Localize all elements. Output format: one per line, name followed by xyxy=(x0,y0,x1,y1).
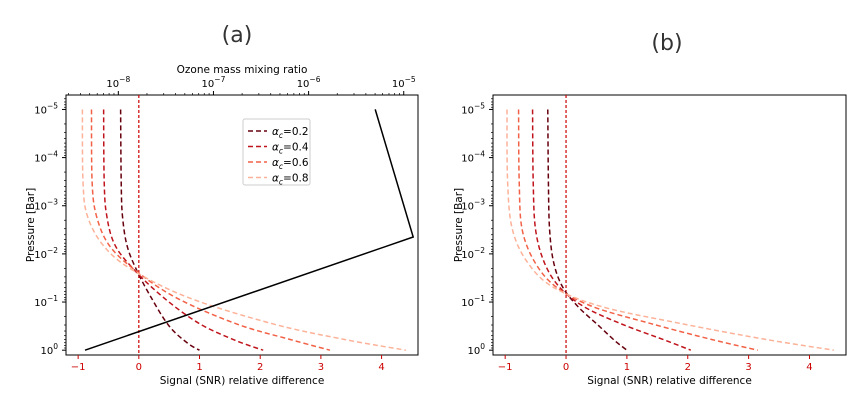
series-line-4 xyxy=(506,109,834,351)
series-line-4 xyxy=(81,109,407,351)
series-line-3 xyxy=(517,109,758,351)
legend: αc=0.2 αc=0.4αc=0.6 αc=0.8 xyxy=(242,118,311,187)
y-tick-label: 10−3 xyxy=(461,198,485,213)
x-tick-label: 0 xyxy=(563,362,569,373)
chart-panel-a: (a) −1 0 1 2 3 4 100 10−1 10−2 10−3 10−4 10−5 Signal … xyxy=(25,23,419,387)
y-tick-label: 10−4 xyxy=(461,150,485,165)
x-tick-label: 4 xyxy=(378,362,384,373)
legend-entry-label: αc=0.4 xyxy=(272,142,309,156)
legend-box xyxy=(242,118,311,186)
y-tick-label: 10−4 xyxy=(34,150,58,165)
series-line-2 xyxy=(102,109,264,351)
x-tick-label: 4 xyxy=(806,362,812,373)
legend-entry-label: αc=0.6 xyxy=(272,157,309,171)
series-line-1 xyxy=(547,109,628,351)
x-tick-label: 2 xyxy=(257,362,263,373)
y-tick-label: 10−1 xyxy=(34,294,58,309)
y-tick-label: 100 xyxy=(467,342,485,357)
plot-frame xyxy=(492,94,847,356)
x-tick-label: 1 xyxy=(624,362,630,373)
x-tick-label: 0 xyxy=(136,362,142,373)
series-line-1 xyxy=(119,109,200,351)
x-tick-label: −1 xyxy=(498,362,513,373)
x-tick-label: 3 xyxy=(318,362,324,373)
top-x-tick-label: 10−8 xyxy=(106,75,130,90)
series-line-3 xyxy=(90,109,331,351)
y-axis-label: Pressure [Bar] xyxy=(453,188,465,262)
x-axis-label: Signal (SNR) relative difference xyxy=(160,375,325,387)
y-tick-label: 10−1 xyxy=(461,294,485,309)
x-axis-label: Signal (SNR) relative difference xyxy=(587,375,752,387)
plot-frame xyxy=(65,94,419,356)
top-x-tick-label: 10−7 xyxy=(202,75,226,90)
x-tick-label: 2 xyxy=(685,362,691,373)
y-tick-label: 10−2 xyxy=(34,246,58,261)
chart-panel-b: (b) −1 0 1 2 3 4 100 10−1 10−2 10−3 10−4 10−5 Signal … xyxy=(453,31,847,387)
panel-label: (a) xyxy=(222,23,253,48)
y-tick-label: 10−5 xyxy=(461,101,485,116)
panel-label: (b) xyxy=(651,31,682,56)
y-tick-label: 10−2 xyxy=(461,246,485,261)
y-tick-label: 10−5 xyxy=(34,101,58,116)
y-axis-label: Pressure [Bar] xyxy=(25,188,37,262)
x-tick-label: 3 xyxy=(745,362,751,373)
ozone-profile-line xyxy=(84,109,415,351)
top-x-tick-label: 10−5 xyxy=(392,75,416,90)
x-tick-label: 1 xyxy=(196,362,202,373)
legend-entry-label: αc=0.2 xyxy=(272,126,309,140)
top-x-tick-label: 10−6 xyxy=(297,75,321,90)
y-tick-label: 10−3 xyxy=(34,198,58,213)
series-line-2 xyxy=(531,109,692,351)
legend-entry-label: αc=0.8 xyxy=(272,173,309,187)
top-x-axis-label: Ozone mass mixing ratio xyxy=(177,64,308,76)
y-tick-label: 100 xyxy=(40,342,58,357)
x-tick-label: −1 xyxy=(71,362,86,373)
